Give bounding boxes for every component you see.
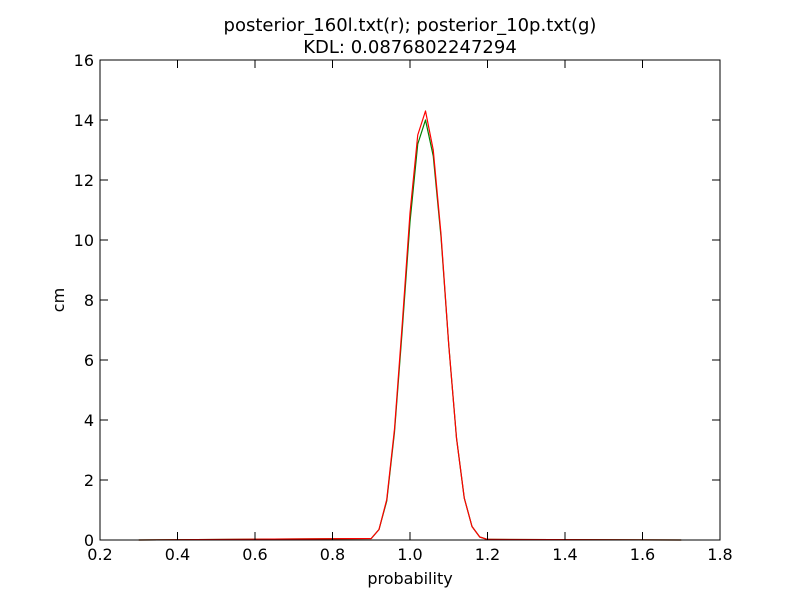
chart-title: posterior_160l.txt(r); posterior_10p.txt… (224, 15, 597, 36)
x-axis-label: probability (367, 569, 452, 588)
y-tick-label: 4 (84, 411, 94, 430)
y-tick-label: 12 (74, 171, 94, 190)
x-tick-label: 1.2 (475, 545, 500, 564)
series-line-1 (138, 110, 682, 541)
y-axis-label: cm (49, 288, 68, 312)
y-tick-label: 16 (74, 51, 94, 70)
y-tick-label: 6 (84, 351, 94, 370)
y-tick-label: 0 (84, 531, 94, 550)
x-tick-label: 1.4 (552, 545, 577, 564)
x-tick-label: 1.0 (397, 545, 422, 564)
x-tick-label: 0.2 (87, 545, 112, 564)
plot-frame (99, 59, 721, 541)
x-tick-label: 0.8 (320, 545, 345, 564)
y-tick-label: 8 (84, 291, 94, 310)
x-tick-label: 0.6 (242, 545, 267, 564)
y-axis: 0 2 4 6 8 10 12 14 16 (74, 51, 720, 550)
x-tick-label: 1.8 (707, 545, 732, 564)
y-tick-label: 14 (74, 111, 94, 130)
x-axis: 0.2 0.4 0.6 0.8 1.0 1.2 1.4 1.6 1.8 (87, 60, 733, 564)
chart-subtitle: KDL: 0.0876802247294 (303, 37, 517, 58)
x-tick-label: 0.4 (165, 545, 190, 564)
series-line-0 (138, 119, 682, 541)
y-tick-label: 2 (84, 471, 94, 490)
series-lines (138, 110, 682, 541)
y-tick-label: 10 (74, 231, 94, 250)
x-tick-label: 1.6 (630, 545, 655, 564)
